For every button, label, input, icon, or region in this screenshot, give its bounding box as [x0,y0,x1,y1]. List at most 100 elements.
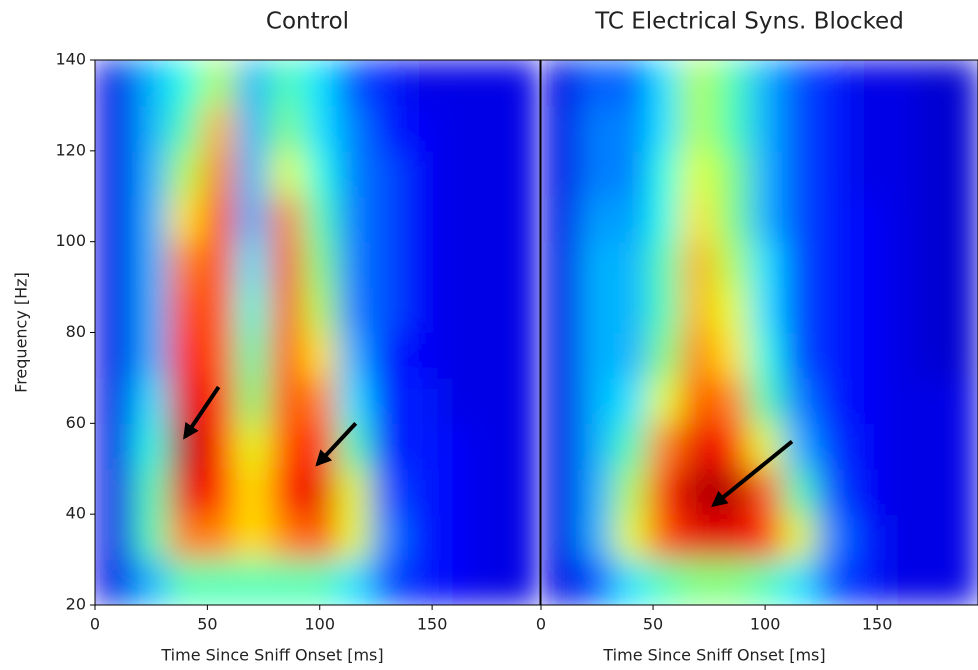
x-tick-label: 0 [536,615,546,634]
heatmap-cell [815,559,850,605]
heatmap-cell [916,514,951,561]
heatmap-cell [95,423,135,470]
heatmap-cell [235,241,270,288]
heatmap-cell [235,423,270,470]
heatmap-cell [714,105,749,152]
heatmap-cell [95,514,135,561]
heatmap-cell [95,468,135,515]
heatmap-cell [269,332,304,379]
heatmap-cell [336,423,371,470]
heatmap-cell [647,514,682,561]
plot-area [541,60,978,605]
y-tick-label: 60 [66,413,86,432]
heatmap-cell [505,241,540,288]
heatmap-cell [748,60,783,106]
heatmap-cell [471,196,506,243]
heatmap-cell [916,332,951,379]
heatmap-cell [647,423,682,470]
heatmap-cell [647,196,682,243]
x-tick-label: 50 [197,615,217,634]
heatmap-cell [541,287,581,333]
heatmap-cell [95,60,135,106]
heatmap-cell [916,468,951,515]
heatmap-cell [370,196,405,243]
heatmap-cell [370,468,405,515]
heatmap-cell [949,423,978,470]
heatmap-cell [580,150,615,197]
heatmap-cell [201,468,236,515]
heatmap-cell [949,514,978,561]
heatmap-cell [714,241,749,288]
heatmap-cell [437,423,472,470]
heatmap-cell [613,559,648,605]
heatmap-cell [168,196,203,243]
heatmap-cell [404,514,439,561]
heatmap-cell [168,559,203,605]
heatmap-cell [95,196,135,243]
heatmap-cell [505,559,540,605]
heatmap-cell [336,60,371,106]
heatmap-cell [849,60,884,106]
heatmap-cell [505,332,540,379]
heatmap-cell [302,559,338,605]
heatmap [95,60,540,605]
heatmap-cell [647,468,682,515]
heatmap-cell [134,559,169,605]
heatmap-cell [168,468,203,515]
heatmap-cell [849,559,884,605]
heatmap-cell [613,377,648,424]
heatmap-cell [168,60,203,106]
heatmap-cell [949,468,978,515]
heatmap-cell [235,105,270,152]
heatmap-cell [613,332,648,379]
heatmap-cell [404,377,439,424]
heatmap-cell [201,241,236,288]
heatmap-cell [471,514,506,561]
x-tick-label: 150 [862,615,893,634]
heatmap-cell [302,105,338,152]
heatmap-cell [949,60,978,106]
heatmap-cell [302,332,338,379]
heatmap-cell [336,105,371,152]
heatmap-cell [505,150,540,197]
heatmap-cell [882,468,917,515]
heatmap-cell [815,287,850,333]
heatmap-cell [336,377,371,424]
heatmap-cell [681,423,716,470]
heatmap-cell [882,287,917,333]
heatmap-cell [471,468,506,515]
heatmap-cell [269,468,304,515]
heatmap-cell [201,559,236,605]
heatmap-cell [949,332,978,379]
heatmap-cell [235,287,270,333]
heatmap-cell [916,241,951,288]
heatmap-cell [370,60,405,106]
heatmap-cell [235,60,270,106]
heatmap-cell [404,559,439,605]
heatmap-cell [134,514,169,561]
heatmap-cell [370,105,405,152]
heatmap-cell [134,150,169,197]
heatmap-cell [471,332,506,379]
heatmap-cell [748,468,783,515]
heatmap-cell [404,150,439,197]
heatmap-cell [505,514,540,561]
x-tick-label: 150 [417,615,448,634]
heatmap-cell [437,514,472,561]
arrow [183,385,221,440]
heatmap-cell [95,287,135,333]
heatmap-cell [269,287,304,333]
heatmap-cell [580,332,615,379]
heatmap-cell [95,377,135,424]
arrow [315,421,358,467]
heatmap-cell [336,468,371,515]
heatmap-cell [505,196,540,243]
heatmap-cell [95,559,135,605]
heatmap-cell [201,150,236,197]
y-tick-label: 20 [66,595,86,614]
heatmap-cell [882,105,917,152]
heatmap-cell [815,377,850,424]
heatmap-cell [815,105,850,152]
heatmap-cell [647,150,682,197]
heatmap-cell [541,150,581,197]
